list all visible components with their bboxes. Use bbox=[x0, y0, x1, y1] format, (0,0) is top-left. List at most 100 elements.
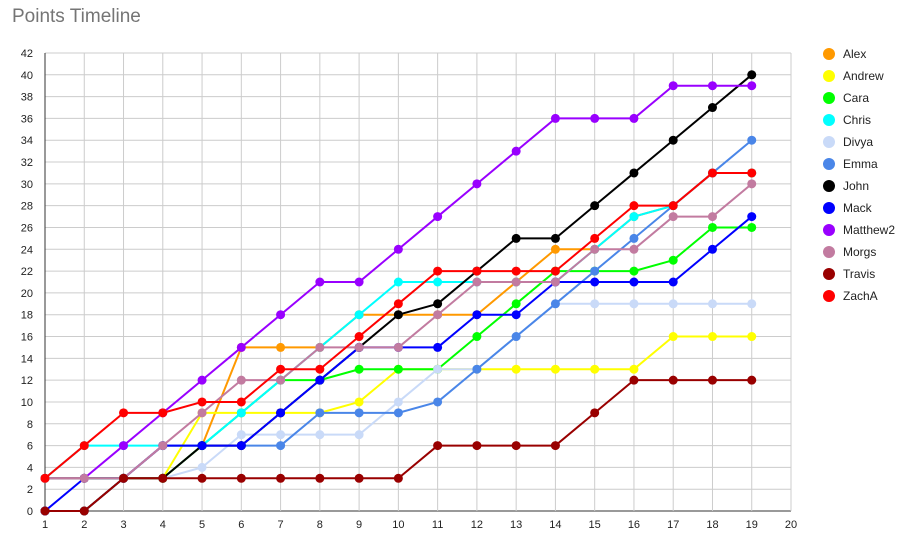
data-point bbox=[550, 113, 560, 123]
data-point bbox=[354, 408, 364, 418]
data-point bbox=[511, 364, 521, 374]
data-point bbox=[668, 212, 678, 222]
legend-item[interactable]: John bbox=[823, 179, 869, 193]
data-point bbox=[236, 473, 246, 483]
data-point bbox=[119, 408, 129, 418]
data-point bbox=[629, 233, 639, 243]
data-point bbox=[707, 332, 717, 342]
data-point bbox=[472, 310, 482, 320]
data-point bbox=[511, 266, 521, 276]
data-point bbox=[197, 441, 207, 451]
data-point bbox=[315, 430, 325, 440]
data-point bbox=[433, 299, 443, 309]
data-point bbox=[747, 70, 757, 80]
legend-label: Matthew2 bbox=[843, 223, 895, 237]
legend-marker bbox=[823, 70, 835, 82]
data-point bbox=[590, 233, 600, 243]
series-zacha bbox=[40, 168, 757, 483]
legend-item[interactable]: Divya bbox=[823, 135, 873, 149]
legend-item[interactable]: Mack bbox=[823, 201, 873, 215]
data-point bbox=[668, 255, 678, 265]
legend-item[interactable]: Emma bbox=[823, 157, 878, 171]
x-tick-label: 9 bbox=[356, 519, 362, 531]
data-point bbox=[393, 299, 403, 309]
legend-item[interactable]: Andrew bbox=[823, 69, 884, 83]
series-lines bbox=[40, 70, 757, 516]
legend-marker bbox=[823, 268, 835, 280]
data-point bbox=[511, 277, 521, 287]
data-point bbox=[472, 266, 482, 276]
legend-item[interactable]: Travis bbox=[823, 267, 875, 281]
legend-item[interactable]: Alex bbox=[823, 47, 866, 61]
data-point bbox=[590, 201, 600, 211]
legend-label: Alex bbox=[843, 47, 866, 61]
x-tick-label: 8 bbox=[317, 519, 323, 531]
y-tick-label: 36 bbox=[21, 113, 33, 125]
legend-item[interactable]: Matthew2 bbox=[823, 223, 895, 237]
data-point bbox=[629, 364, 639, 374]
data-point bbox=[197, 375, 207, 385]
data-point bbox=[472, 441, 482, 451]
y-tick-label: 18 bbox=[21, 310, 33, 322]
data-point bbox=[747, 222, 757, 232]
data-point bbox=[236, 397, 246, 407]
data-point bbox=[472, 179, 482, 189]
legend-item[interactable]: Morgs bbox=[823, 245, 876, 259]
x-tick-label: 14 bbox=[549, 519, 561, 531]
y-tick-label: 40 bbox=[21, 70, 33, 82]
data-point bbox=[40, 506, 50, 516]
y-tick-label: 32 bbox=[21, 157, 33, 169]
x-tick-label: 11 bbox=[432, 519, 443, 531]
series-morgs bbox=[40, 179, 757, 483]
legend-label: Andrew bbox=[843, 69, 884, 83]
x-tick-label: 7 bbox=[278, 519, 284, 531]
data-point bbox=[393, 473, 403, 483]
data-point bbox=[236, 408, 246, 418]
data-point bbox=[550, 441, 560, 451]
data-point bbox=[158, 408, 168, 418]
x-tick-label: 10 bbox=[392, 519, 404, 531]
data-point bbox=[747, 332, 757, 342]
data-point bbox=[472, 364, 482, 374]
data-point bbox=[315, 375, 325, 385]
data-point bbox=[590, 364, 600, 374]
data-point bbox=[236, 342, 246, 352]
data-point bbox=[668, 81, 678, 91]
data-point bbox=[511, 233, 521, 243]
y-tick-label: 28 bbox=[21, 201, 33, 213]
data-point bbox=[276, 310, 286, 320]
data-point bbox=[433, 266, 443, 276]
data-point bbox=[354, 342, 364, 352]
data-point bbox=[354, 430, 364, 440]
data-point bbox=[590, 244, 600, 254]
legend-item[interactable]: Cara bbox=[823, 91, 869, 105]
x-tick-label: 17 bbox=[667, 519, 679, 531]
x-tick-label: 15 bbox=[589, 519, 601, 531]
data-point bbox=[629, 113, 639, 123]
data-point bbox=[511, 299, 521, 309]
data-point bbox=[315, 408, 325, 418]
data-point bbox=[433, 364, 443, 374]
data-point bbox=[393, 364, 403, 374]
legend-item[interactable]: Chris bbox=[823, 113, 871, 127]
data-point bbox=[393, 277, 403, 287]
chart-title: Points Timeline bbox=[12, 6, 141, 27]
data-point bbox=[197, 473, 207, 483]
data-point bbox=[629, 168, 639, 178]
y-tick-label: 30 bbox=[21, 179, 33, 191]
y-tick-label: 2 bbox=[27, 484, 33, 496]
data-point bbox=[119, 473, 129, 483]
data-point bbox=[707, 375, 717, 385]
x-tick-label: 20 bbox=[785, 519, 797, 531]
x-tick-label: 2 bbox=[81, 519, 87, 531]
data-point bbox=[629, 266, 639, 276]
legend-marker bbox=[823, 202, 835, 214]
data-point bbox=[276, 441, 286, 451]
data-point bbox=[668, 332, 678, 342]
data-point bbox=[747, 135, 757, 145]
legend-item[interactable]: ZachA bbox=[823, 289, 878, 303]
data-point bbox=[511, 310, 521, 320]
series-travis bbox=[40, 375, 757, 516]
data-point bbox=[197, 462, 207, 472]
